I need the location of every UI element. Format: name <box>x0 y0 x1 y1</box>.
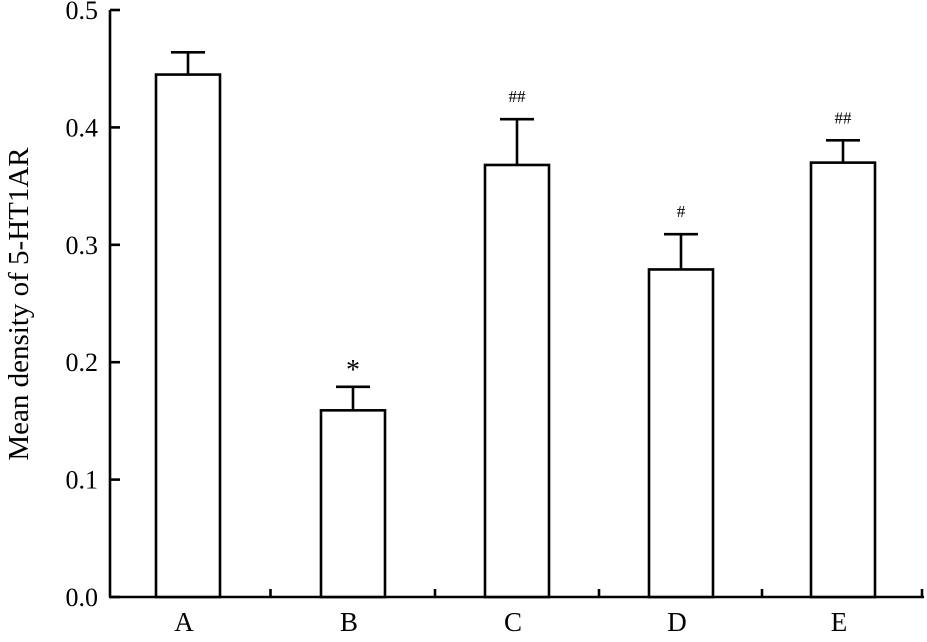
y-tick-label: 0.0 <box>66 583 99 612</box>
y-tick-label: 0.1 <box>66 466 99 495</box>
y-axis-label: Mean density of 5-HT1AR <box>3 147 35 461</box>
x-tick-label: B <box>340 607 358 637</box>
x-axis: A B C D E <box>109 589 924 637</box>
bars <box>154 73 877 599</box>
x-tick-label: A <box>174 607 194 637</box>
annotation-D: # <box>677 202 686 221</box>
bar-D <box>647 268 715 599</box>
y-tick-label: 0.4 <box>66 113 99 142</box>
x-tick-label: C <box>504 607 522 637</box>
bar-C <box>483 163 551 599</box>
annotation-E: ## <box>835 108 853 127</box>
x-tick-label: E <box>831 607 848 637</box>
annotation-B: * <box>346 355 360 386</box>
annotation-C: ## <box>509 87 527 106</box>
y-tick-label: 0.5 <box>66 0 99 25</box>
error-bars <box>171 50 860 411</box>
x-tick-label: D <box>667 607 687 637</box>
annotations: *##### <box>346 87 852 386</box>
y-tick-label: 0.3 <box>66 231 99 260</box>
bar-A <box>154 73 222 599</box>
bar-B <box>319 409 387 599</box>
y-axis: 0.0 0.1 0.2 0.3 0.4 0.5 <box>66 0 120 612</box>
bar-E <box>809 161 877 599</box>
y-tick-label: 0.2 <box>66 348 99 377</box>
